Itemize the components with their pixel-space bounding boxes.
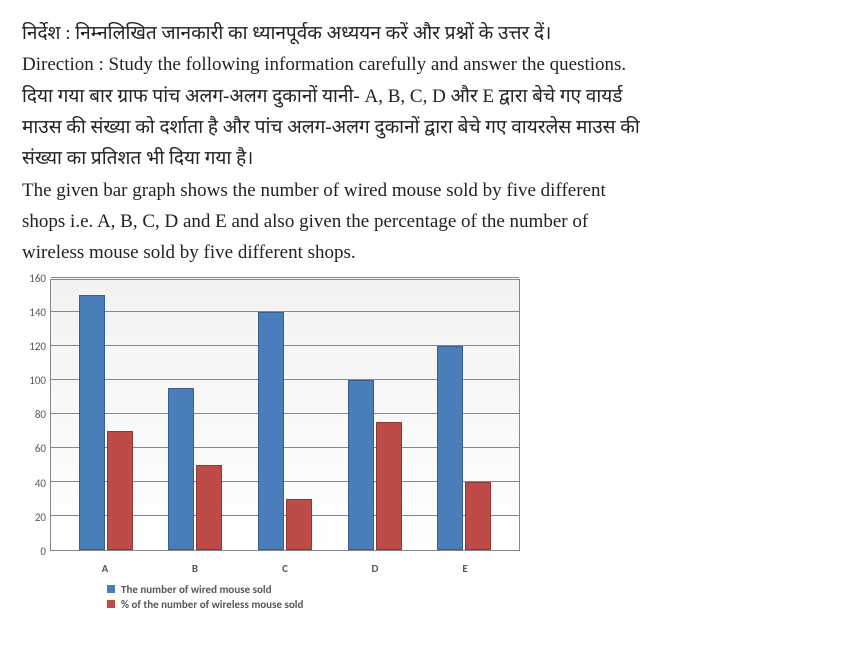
bar-wireless xyxy=(196,465,222,550)
bar-group-E xyxy=(437,346,491,550)
hi-desc-line1: दिया गया बार ग्राफ पांच अलग-अलग दुकानों … xyxy=(22,81,823,112)
chart-legend: The number of wired mouse sold % of the … xyxy=(107,583,532,611)
en-direction: Direction : Study the following informat… xyxy=(22,49,823,80)
x-tick-label: A xyxy=(78,562,132,575)
bar-group-B xyxy=(168,388,222,550)
y-tick-label: 140 xyxy=(29,306,46,319)
legend-label: The number of wired mouse sold xyxy=(121,583,272,596)
x-tick-label: C xyxy=(258,562,312,575)
bar-wired xyxy=(168,388,194,550)
y-tick-label: 20 xyxy=(35,511,46,524)
x-tick-label: E xyxy=(438,562,492,575)
bar-wired xyxy=(79,295,105,550)
bar-group-D xyxy=(348,380,402,550)
y-tick-label: 40 xyxy=(35,477,46,490)
x-axis: A B C D E xyxy=(50,558,520,575)
legend-item-wired: The number of wired mouse sold xyxy=(107,583,532,596)
y-tick-label: 100 xyxy=(29,374,46,387)
legend-label: % of the number of wireless mouse sold xyxy=(121,598,303,611)
legend-swatch-icon xyxy=(107,600,115,608)
en-desc-line2: shops i.e. A, B, C, D and E and also giv… xyxy=(22,206,823,237)
y-tick-label: 120 xyxy=(29,340,46,353)
y-tick-label: 160 xyxy=(29,272,46,285)
y-tick-label: 60 xyxy=(35,442,46,455)
bar-wireless xyxy=(107,431,133,550)
legend-swatch-icon xyxy=(107,585,115,593)
en-desc-line1: The given bar graph shows the number of … xyxy=(22,175,823,206)
grid-line xyxy=(51,277,519,278)
bar-wireless xyxy=(286,499,312,550)
x-tick-label: D xyxy=(348,562,402,575)
bar-chart: 160140120100806040200 ABCDE The number o… xyxy=(22,279,532,611)
bar-wired xyxy=(258,312,284,550)
instruction-block: निर्देश : निम्नलिखित जानकारी का ध्यानपूर… xyxy=(22,18,823,269)
bar-wireless xyxy=(376,422,402,550)
y-tick-label: 0 xyxy=(40,545,46,558)
bar-group-C xyxy=(258,312,312,550)
bar-wired xyxy=(437,346,463,550)
en-desc-line3: wireless mouse sold by five different sh… xyxy=(22,237,823,268)
x-tick-label: B xyxy=(168,562,222,575)
hi-desc-line3: संख्या का प्रतिशत भी दिया गया है। xyxy=(22,143,823,174)
bar-group-A xyxy=(79,295,133,550)
bar-groups xyxy=(51,280,519,550)
y-axis: 160 140 120 100 80 60 40 20 0 xyxy=(22,272,50,558)
legend-item-wireless: % of the number of wireless mouse sold xyxy=(107,598,532,611)
hi-direction: निर्देश : निम्नलिखित जानकारी का ध्यानपूर… xyxy=(22,18,823,49)
bar-wired xyxy=(348,380,374,550)
plot-area xyxy=(50,279,520,551)
bar-wireless xyxy=(465,482,491,550)
y-tick-label: 80 xyxy=(35,408,46,421)
hi-desc-line2: माउस की संख्या को दर्शाता है और पांच अलग… xyxy=(22,112,823,143)
